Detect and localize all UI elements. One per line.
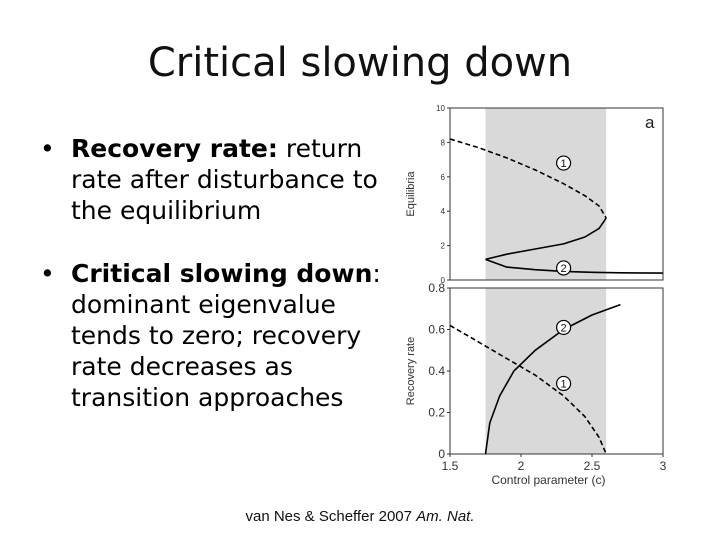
series-marker-label: 1 (561, 378, 567, 390)
series-marker-circle (556, 260, 572, 276)
x-tick-label: 1.5 (442, 459, 459, 473)
bullet-recovery-rate: • Recovery rate: return rate after distu… (40, 133, 385, 226)
bullet-text: return rate after disturbance to the equ… (71, 134, 378, 225)
panel-label: a (645, 113, 655, 132)
series-marker-circle (556, 155, 572, 171)
x-tick-label: 2.5 (584, 459, 601, 473)
x-tick-label: 2 (518, 459, 525, 473)
series-marker-circle (556, 375, 572, 392)
bullet-term: Critical slowing down (71, 259, 373, 288)
y-tick-label: 0 (438, 447, 445, 461)
bullet-dot: • (40, 134, 55, 163)
y-tick-label: 6 (441, 173, 446, 182)
y-tick-label: 0.6 (428, 323, 445, 337)
bullet-text: : dominant eigenvalue tends to zero; rec… (71, 259, 381, 412)
series-line (484, 303, 621, 455)
series-line (485, 217, 607, 261)
y-tick-label: 2 (441, 242, 446, 251)
series-marker-label: 2 (561, 322, 567, 334)
x-axis-label: Control parameter (c) (491, 473, 605, 487)
series-marker-circle (556, 319, 572, 336)
citation-journal: Am. Nat. (416, 508, 475, 525)
series-line (449, 138, 607, 219)
figure: 0 2 4 6 8 10 Equilibria a 1 2 0 0.2 0.4 0.6 0.8 1.5 2 2.5… (398, 104, 668, 504)
bullet-critical-slowing-down: • Critical slowing down: dominant eigenv… (40, 258, 385, 413)
y-tick-label: 0.8 (428, 281, 445, 295)
y-axis-label: Equilibria (405, 170, 417, 216)
bullet-term: Recovery rate: (71, 134, 278, 163)
bullet-list: • Recovery rate: return rate after distu… (40, 133, 385, 445)
slide-title: Critical slowing down (147, 40, 573, 86)
y-tick-label: 0.2 (428, 406, 445, 420)
y-tick-label: 0 (441, 276, 446, 285)
y-tick-label: 0.4 (428, 364, 445, 378)
series-marker-label: 2 (561, 263, 567, 275)
citation: van Nes & Scheffer 2007 Am. Nat. (0, 508, 720, 525)
x-tick-label: 3 (660, 459, 667, 473)
series-marker-label: 1 (561, 158, 567, 170)
shaded-region (485, 108, 607, 280)
y-tick-label: 10 (436, 104, 445, 113)
bifurcation-figure: 0 2 4 6 8 10 Equilibria a 1 2 0 0.2 0.4 0.6 0.8 1.5 2 2.5… (405, 104, 667, 487)
y-tick-label: 8 (441, 138, 446, 147)
series-line (449, 324, 607, 455)
y-axis-label: Recovery rate (405, 337, 417, 405)
bullet-dot: • (40, 259, 55, 288)
citation-authors: van Nes & Scheffer 2007 (245, 508, 417, 525)
shaded-region (485, 288, 607, 454)
y-tick-label: 4 (441, 207, 446, 216)
plot-frame (449, 107, 664, 281)
